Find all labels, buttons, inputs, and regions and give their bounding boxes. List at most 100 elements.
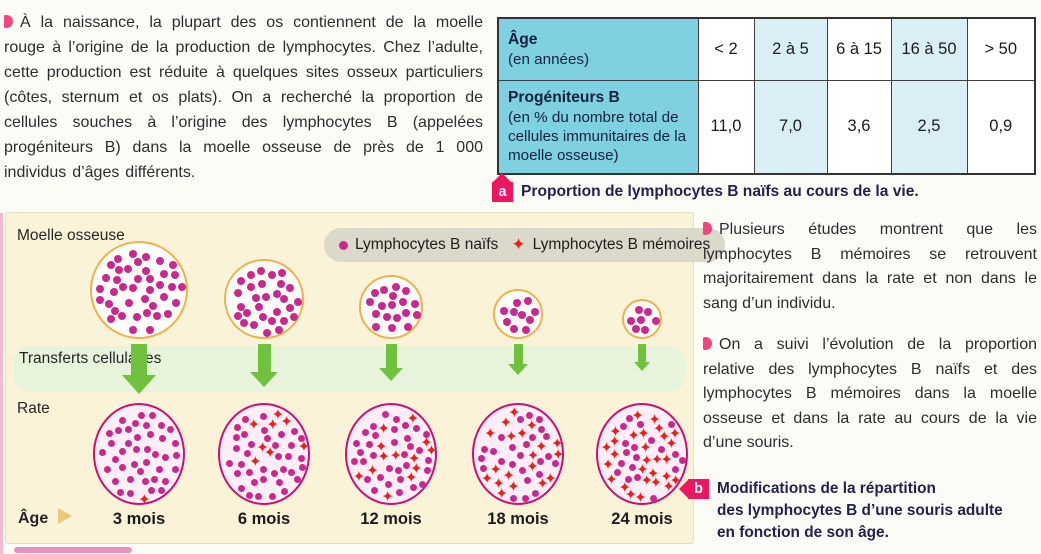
naive-cell-dot xyxy=(372,432,380,440)
caption-b-line: en fonction de son âge. xyxy=(717,524,889,541)
naive-cell-dot xyxy=(519,467,527,475)
legend-memory-label: Lymphocytes B mémoires xyxy=(532,236,711,253)
age-label: 12 mois xyxy=(360,510,422,528)
naive-cell-dot xyxy=(401,451,409,459)
naive-cell-dot xyxy=(101,274,110,283)
naive-cell-dot xyxy=(114,255,123,264)
caption-a-badge: a xyxy=(492,173,513,202)
table-cell: 7,0 xyxy=(753,79,828,175)
table-row-age: Âge (en années) < 2 2 à 5 6 à 15 16 à 50… xyxy=(497,17,1036,81)
memory-cell-cross: ✦ xyxy=(404,468,418,487)
memory-cell-cross: ✦ xyxy=(551,445,565,464)
table-cell: 2 à 5 xyxy=(753,17,828,81)
right-paragraph-2: On a suivi l’évolution de la proportion … xyxy=(703,333,1037,456)
memory-cell-cross: ✦ xyxy=(646,464,660,483)
right-paragraph-2-text: On a suivi l’évolution de la proportion … xyxy=(703,336,1037,451)
memory-cell-cross: ✦ xyxy=(650,450,664,469)
naive-cell-dot xyxy=(160,270,169,279)
spleen-circle: ✦ ✦ ✦ ✦ ✦ ✦ ✦ ✦ ✦ ✦ ✦ ✦ ✦ xyxy=(345,403,438,505)
naive-cell-dot xyxy=(280,487,288,495)
naive-cell-dot xyxy=(150,475,158,483)
naive-cell-dot xyxy=(419,480,427,488)
naive-cell-dot xyxy=(634,305,643,314)
table-cell: 6 à 15 xyxy=(826,17,892,81)
naive-cell-dot xyxy=(630,443,638,451)
age-label: 6 mois xyxy=(237,510,291,528)
naive-cell-dot xyxy=(545,452,553,460)
spleen-circle: ✦ ✦ ✦ ✦ ✦ ✦ ✦ ✦ ✦ ✦ ✦ ✦ ✦ ✦ ✦ ✦ ✦ ✦ ✦ xyxy=(472,403,564,505)
memory-cell-cross: ✦ xyxy=(389,446,403,465)
naive-cell-dot xyxy=(364,475,372,483)
naive-cell-dot xyxy=(410,300,419,309)
naive-cell-dot xyxy=(522,325,531,334)
naive-cell-dot xyxy=(391,439,399,447)
naive-cell-dot xyxy=(522,441,530,449)
naive-cell-dot xyxy=(362,428,370,436)
memory-cell-cross: ✦ xyxy=(640,451,654,470)
naive-cell-dot xyxy=(233,470,241,478)
naive-cell-dot xyxy=(269,492,277,500)
memory-cell-cross: ✦ xyxy=(636,460,649,479)
naive-cell-dot xyxy=(297,435,305,443)
naive-cell-dot xyxy=(159,434,167,442)
memory-cell-cross: ✦ xyxy=(492,474,505,493)
naive-cell-dot xyxy=(146,275,155,284)
naive-cell-dot xyxy=(279,466,287,474)
naive-cell-dot xyxy=(480,445,488,453)
memory-cell-cross: ✦ xyxy=(484,424,497,443)
naive-cell-dot xyxy=(234,423,242,431)
caption-b-badge: b xyxy=(679,479,709,499)
memory-cell-cross: ✦ xyxy=(248,452,262,471)
naive-cell-dot xyxy=(270,469,278,477)
naive-cell-dot xyxy=(517,416,525,424)
memory-cell-cross: ✦ xyxy=(526,446,540,465)
right-column: Plusieurs études montrent que les lympho… xyxy=(703,218,1037,473)
naive-cell-dot xyxy=(242,416,250,424)
naive-cell-dot xyxy=(637,421,645,429)
naive-cell-dot xyxy=(145,325,154,334)
naive-cell-dot xyxy=(425,457,433,465)
naive-cell-dot xyxy=(536,470,544,478)
memory-cell-cross: ✦ xyxy=(627,426,640,445)
memory-cell-cross: ✦ xyxy=(504,427,518,446)
naive-cell-dot xyxy=(350,458,358,466)
naive-cell-dot xyxy=(172,451,180,459)
spleen-circle: ✦ ✦ ✦ ✦ ✦ ✦ ✦ ✦ ✦ ✦ ✦ ✦ ✦ ✦ ✦ ✦ ✦ ✦ ✦ ✦ ✦ ✦ ✦ ✦ ✦ ✦ ✦ ✦ xyxy=(596,403,688,505)
caption-b-text: Modifications de la répartition des lymp… xyxy=(717,478,1037,544)
naive-cell-dot xyxy=(537,425,545,433)
naive-cell-dot xyxy=(392,313,401,322)
naive-cell-dot xyxy=(622,439,630,447)
naive-cell-dot xyxy=(392,416,400,424)
naive-cell-dot xyxy=(127,475,135,483)
memory-cell-cross: ✦ xyxy=(271,405,285,424)
naive-cell-dot xyxy=(255,303,264,312)
naive-cell-dot xyxy=(112,276,121,285)
transfer-arrow xyxy=(385,344,397,368)
naive-cell-dot xyxy=(142,266,151,275)
naive-cell-dot xyxy=(395,467,403,475)
naive-cell-dot xyxy=(96,285,105,294)
naive-cell-dot xyxy=(272,442,280,450)
marrow-circle xyxy=(90,241,188,339)
memory-cell-cross: ✦ xyxy=(352,467,366,486)
naive-cell-dot xyxy=(624,475,632,483)
spleen-circle: ✦ xyxy=(93,403,185,507)
transfer-arrow xyxy=(257,344,271,372)
naive-cell-dot xyxy=(133,258,142,267)
naive-cell-dot xyxy=(232,434,240,442)
naive-cell-dot xyxy=(518,311,527,319)
transfer-arrow xyxy=(131,344,147,375)
naive-cell-dot xyxy=(284,452,292,460)
naive-cell-dot xyxy=(275,479,283,487)
memory-cell-cross: ✦ xyxy=(662,477,675,496)
memory-cell-cross: ✦ xyxy=(657,427,671,446)
naive-cell-dot xyxy=(106,314,115,323)
naive-cell-dot xyxy=(508,443,516,451)
memory-cell-cross: ✦ xyxy=(535,437,548,456)
naive-cell-dot xyxy=(171,439,179,447)
naive-cell-dot xyxy=(131,419,139,427)
naive-cell-dot xyxy=(387,301,396,310)
naive-cell-dot xyxy=(246,468,254,476)
naive-cell-dot xyxy=(377,301,386,310)
naive-cell-dot xyxy=(509,307,518,316)
